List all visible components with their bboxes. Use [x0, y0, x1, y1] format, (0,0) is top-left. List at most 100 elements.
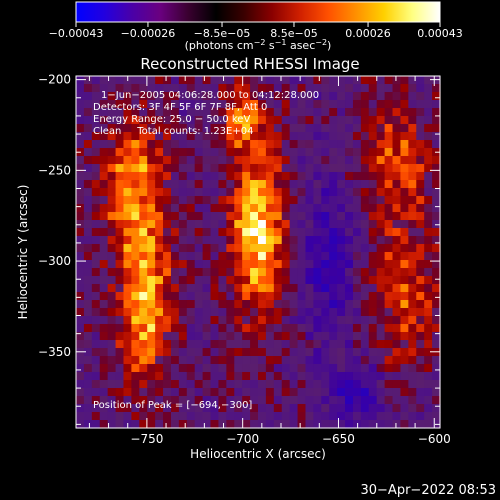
heatmap-cell	[392, 140, 402, 149]
heatmap-cell	[202, 340, 212, 349]
heatmap-cell	[321, 268, 330, 277]
heatmap-cell	[384, 164, 394, 173]
heatmap-cell	[147, 156, 156, 165]
heatmap-cell	[416, 252, 425, 261]
heatmap-cell	[147, 236, 156, 245]
heatmap-cell	[384, 132, 394, 141]
heatmap-cell	[147, 404, 156, 413]
heatmap-cell	[258, 356, 267, 365]
heatmap-cell	[329, 404, 338, 413]
heatmap-cell	[352, 84, 362, 93]
heatmap-cell	[345, 284, 354, 293]
heatmap-cell	[202, 84, 212, 93]
heatmap-cell	[281, 268, 291, 277]
heatmap-cell	[147, 268, 156, 277]
heatmap-cell	[408, 84, 417, 93]
heatmap-cell	[424, 172, 433, 181]
heatmap-cell	[155, 252, 164, 261]
heatmap-cell	[170, 388, 180, 397]
heatmap-cell	[186, 260, 196, 269]
heatmap-cell	[329, 108, 338, 117]
heatmap-cell	[368, 372, 378, 381]
heatmap-cell	[273, 364, 283, 373]
heatmap-cell	[91, 148, 101, 157]
heatmap-cell	[258, 348, 267, 357]
heatmap-cell	[194, 260, 204, 269]
heatmap-cell	[76, 268, 85, 277]
heatmap-cell	[99, 100, 109, 109]
heatmap-cell	[258, 388, 267, 397]
heatmap-cell	[210, 220, 220, 229]
heatmap-cell	[400, 364, 409, 373]
heatmap-cell	[376, 84, 386, 93]
heatmap-cell	[265, 212, 275, 221]
heatmap-cell	[297, 124, 307, 133]
heatmap-cell	[400, 172, 409, 181]
heatmap-cell	[210, 396, 220, 405]
heatmap-cell	[99, 316, 109, 325]
heatmap-cell	[139, 116, 148, 125]
heatmap-cell	[218, 220, 227, 229]
heatmap-cell	[186, 116, 196, 125]
heatmap-cell	[99, 156, 109, 165]
heatmap-cell	[313, 228, 322, 237]
heatmap-cell	[83, 172, 93, 181]
heatmap-cell	[139, 212, 148, 221]
heatmap-cell	[400, 372, 409, 381]
heatmap-cell	[321, 412, 330, 421]
heatmap-cell	[360, 340, 370, 349]
heatmap-cell	[321, 236, 330, 245]
heatmap-cell	[234, 132, 243, 141]
heatmap-cell	[305, 156, 314, 165]
heatmap-cell	[178, 100, 188, 109]
heatmap-cell	[313, 380, 322, 389]
heatmap-cell	[352, 196, 362, 205]
heatmap-image	[76, 76, 441, 429]
heatmap-cell	[345, 412, 354, 421]
heatmap-cell	[305, 244, 314, 253]
heatmap-cell	[210, 276, 220, 285]
heatmap-cell	[139, 348, 148, 357]
heatmap-cell	[115, 260, 125, 269]
heatmap-cell	[123, 268, 132, 277]
heatmap-cell	[178, 108, 188, 117]
heatmap-cell	[226, 292, 235, 301]
heatmap-cell	[115, 92, 125, 101]
heatmap-cell	[329, 356, 338, 365]
heatmap-cell	[76, 108, 85, 117]
heatmap-cell	[337, 372, 346, 381]
heatmap-cell	[313, 100, 322, 109]
heatmap-cell	[131, 356, 140, 365]
heatmap-cell	[99, 220, 109, 229]
heatmap-cell	[76, 292, 85, 301]
heatmap-cell	[139, 132, 148, 141]
heatmap-cell	[424, 108, 433, 117]
heatmap-cell	[432, 92, 441, 101]
heatmap-cell	[337, 268, 346, 277]
heatmap-cell	[186, 148, 196, 157]
heatmap-cell	[360, 348, 370, 357]
heatmap-cell	[99, 396, 109, 405]
heatmap-cell	[210, 108, 220, 117]
heatmap-cell	[91, 260, 101, 269]
heatmap-cell	[352, 324, 362, 333]
heatmap-cell	[155, 372, 164, 381]
colorbar-tick-label: 0.00043	[417, 27, 463, 40]
heatmap-cell	[170, 260, 180, 269]
heatmap-cell	[218, 300, 227, 309]
heatmap-cell	[99, 340, 109, 349]
heatmap-cell	[360, 212, 370, 221]
heatmap-cell	[376, 244, 386, 253]
heatmap-cell	[368, 124, 378, 133]
heatmap-cell	[329, 148, 338, 157]
heatmap-cell	[376, 340, 386, 349]
heatmap-cell	[178, 124, 188, 133]
heatmap-cell	[202, 388, 212, 397]
heatmap-cell	[186, 284, 196, 293]
heatmap-cell	[99, 404, 109, 413]
heatmap-cell	[384, 244, 394, 253]
heatmap-cell	[107, 396, 117, 405]
heatmap-cell	[242, 388, 251, 397]
